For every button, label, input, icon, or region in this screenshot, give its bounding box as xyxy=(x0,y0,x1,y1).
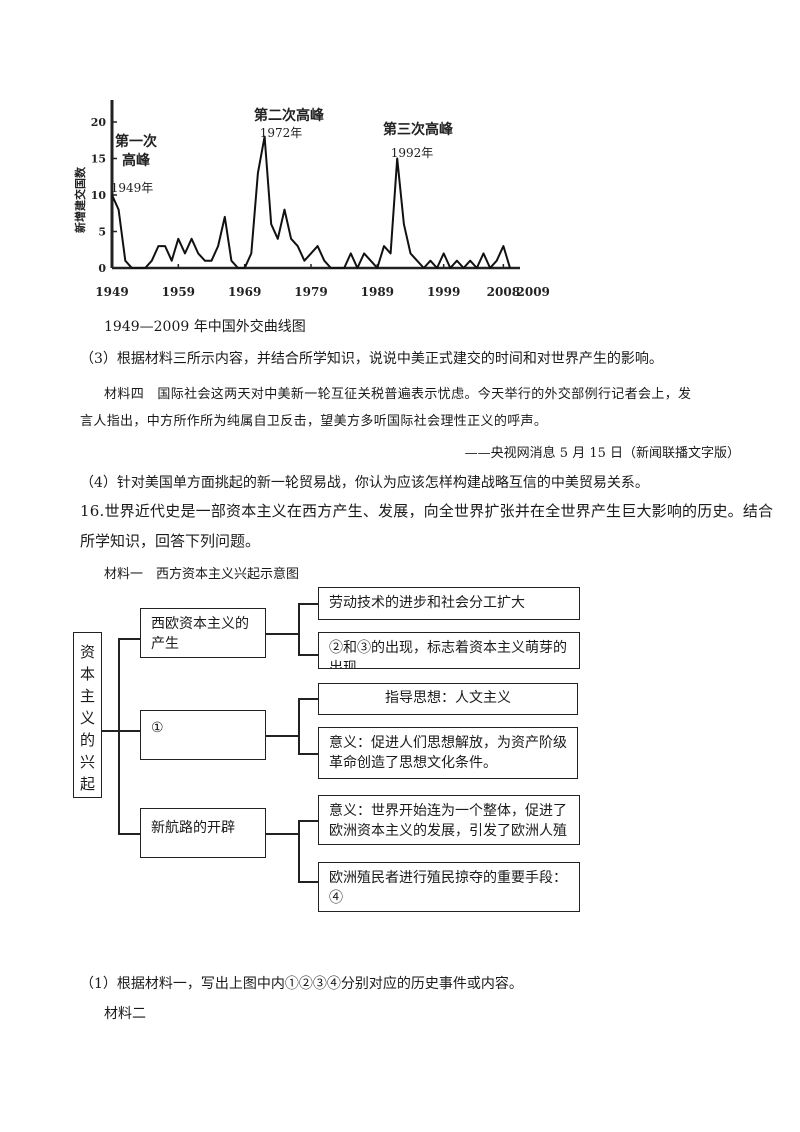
box-sea-route-significance: 意义：世界开始连为一个整体，促进了欧洲资本主义的发展，引发了欧洲人殖 xyxy=(318,795,580,845)
x-tick-label: 1989 xyxy=(361,285,394,299)
box-sea-route-significance-text: 意义：世界开始连为一个整体，促进了欧洲资本主义的发展，引发了欧洲人殖 xyxy=(329,803,567,839)
box-labor-technology-text: 劳动技术的进步和社会分工扩大 xyxy=(329,595,525,611)
box-colonial-plunder-text: 欧洲殖民者进行殖民掠夺的重要手段：④ xyxy=(329,870,567,906)
question-16-line-2: 所学知识，回答下列问题。 xyxy=(80,532,261,550)
y-tick-label: 15 xyxy=(91,153,106,166)
box-colonial-plunder: 欧洲殖民者进行殖民掠夺的重要手段：④ xyxy=(318,862,580,912)
x-tick-label: 1949 xyxy=(95,285,128,299)
box-capitalism-sprouts-text: ②和③的出现，标志着资本主义萌芽的出现 xyxy=(329,640,567,669)
x-tick-label: 1999 xyxy=(427,285,460,299)
node-western-capitalism-label: 西欧资本主义的产生 xyxy=(151,616,249,652)
x-tick-label: 1959 xyxy=(162,285,195,299)
question-1: （1）根据材料一，写出上图中内①②③④分别对应的历史事件或内容。 xyxy=(80,976,523,992)
x-tick-label: 2009 xyxy=(517,285,550,299)
annotation-first-peak-line1: 第一次 xyxy=(115,133,157,150)
question-4: （4）针对美国单方面挑起的新一轮贸易战，你认为应该怎样构建战略互信的中美贸易关系… xyxy=(80,475,649,491)
box-humanism-text: 指导思想：人文主义 xyxy=(385,690,511,706)
annotation-second-peak-year: 1972年 xyxy=(260,126,303,140)
box-humanism: 指导思想：人文主义 xyxy=(318,683,578,715)
y-tick-label: 10 xyxy=(91,189,107,202)
annotation-third-peak-year: 1992年 xyxy=(391,146,434,160)
y-tick-label: 20 xyxy=(91,116,107,129)
annotation-first-peak-line2: 高峰 xyxy=(122,152,151,169)
y-tick-label: 0 xyxy=(98,262,106,275)
node-western-capitalism: 西欧资本主义的产生 xyxy=(140,608,266,658)
chart-caption: 1949—2009 年中国外交曲线图 xyxy=(104,319,306,335)
x-tick-label: 2008 xyxy=(487,285,520,299)
box-renaissance-significance: 意义：促进人们思想解放，为资产阶级革命创造了思想文化条件。 xyxy=(318,727,578,779)
material-4-line-1: 材料四 国际社会这两天对中美新一轮互征关税普遍表示忧虑。今天举行的外交部例行记者… xyxy=(104,387,692,402)
node-1: ① xyxy=(140,710,266,760)
node-new-sea-route-label: 新航路的开辟 xyxy=(151,820,235,836)
question-16-line-1: 16.世界近代史是一部资本主义在西方产生、发展，向全世界扩张并在全世界产生巨大影… xyxy=(80,502,774,520)
annotation-first-peak-year: 1949年 xyxy=(111,181,154,195)
material-4-line-2: 言人指出，中方所作所为纯属自卫反击，望美方多听国际社会理性正义的呼声。 xyxy=(80,414,548,429)
question-3: （3）根据材料三所示内容，并结合所学知识，说说中美正式建交的时间和对世界产生的影… xyxy=(80,351,663,367)
node-1-label: ① xyxy=(151,720,164,736)
diagram-root-box: 资本主义的兴起 xyxy=(73,632,102,798)
diplomacy-line-chart: 0 5 10 15 20 1949 1959 1969 1979 1989 1999 20082009… xyxy=(73,100,550,299)
node-new-sea-route: 新航路的开辟 xyxy=(140,808,266,858)
annotation-third-peak: 第三次高峰 xyxy=(383,121,454,138)
x-tick-label: 1969 xyxy=(228,285,261,299)
box-capitalism-sprouts: ②和③的出现，标志着资本主义萌芽的出现 xyxy=(318,632,580,669)
y-tick-label: 5 xyxy=(98,226,106,239)
material-2-label: 材料二 xyxy=(104,1006,146,1022)
box-renaissance-significance-text: 意义：促进人们思想解放，为资产阶级革命创造了思想文化条件。 xyxy=(329,735,567,771)
diagram-caption: 材料一 西方资本主义兴起示意图 xyxy=(104,567,300,582)
box-labor-technology: 劳动技术的进步和社会分工扩大 xyxy=(318,587,580,620)
material-4-source: ——央视网消息 5 月 15 日（新闻联播文字版） xyxy=(464,446,740,461)
y-axis-label: 新增建交国数 xyxy=(73,166,87,233)
annotation-second-peak: 第二次高峰 xyxy=(254,107,325,124)
x-tick-label: 1979 xyxy=(294,285,327,299)
series-line xyxy=(111,135,511,269)
diagram-root-label: 资本主义的兴起 xyxy=(79,643,95,793)
